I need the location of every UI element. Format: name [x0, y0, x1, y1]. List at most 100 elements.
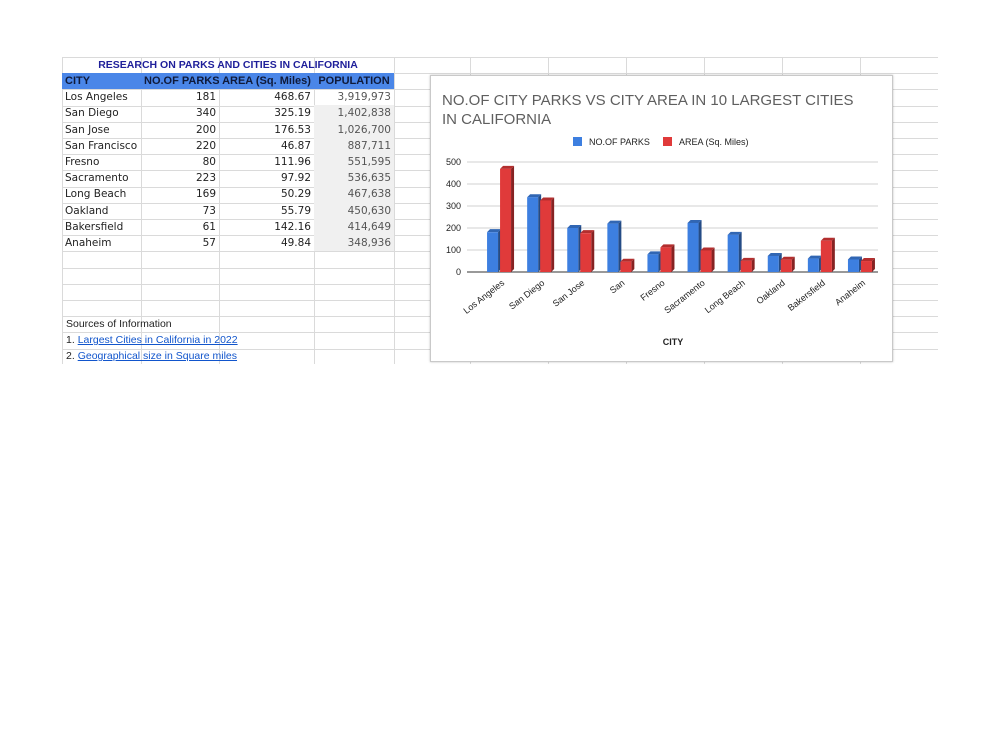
cell-city[interactable]: San Diego [65, 107, 119, 120]
bar-face [647, 254, 659, 272]
table-row: Long Beach 169 50.29 467,638 [62, 186, 394, 203]
table-row: Los Angeles 181 468.67 3,919,973 [62, 89, 394, 105]
bar-area [580, 230, 595, 272]
cell-area[interactable]: 50.29 [280, 188, 311, 201]
table-row: San Jose 200 176.53 1,026,700 [62, 121, 394, 138]
header-row: CITY NO.OF PARKS AREA (Sq. Miles) POPULA… [62, 73, 394, 90]
cell-city[interactable]: Los Angeles [65, 91, 128, 104]
bar-top [540, 197, 555, 201]
header-population[interactable]: POPULATION [314, 73, 394, 90]
cell-parks[interactable]: 61 [202, 220, 216, 233]
header-parks[interactable]: NO.OF PARKS [141, 73, 219, 90]
bar-top [727, 231, 742, 235]
cell-city[interactable]: Anaheim [65, 236, 112, 249]
bar-side [871, 258, 875, 272]
bar-top [820, 237, 835, 241]
chart-container[interactable]: NO.OF CITY PARKS VS CITY AREA IN 10 LARG… [430, 75, 893, 362]
chart-x-ticks: Los Angeles San Diego San Jose San FresnoSac… [461, 277, 867, 315]
cell-parks[interactable]: 200 [195, 123, 216, 136]
x-tick-label: Oakland [754, 278, 787, 307]
x-tick-label: Anaheim [833, 278, 867, 308]
header-city[interactable]: CITY [62, 73, 141, 90]
bar-side [591, 230, 595, 272]
cell-area[interactable]: 55.79 [280, 204, 311, 217]
cell-area[interactable]: 49.84 [280, 236, 311, 249]
bar-area [780, 256, 795, 272]
bar-face [620, 261, 632, 272]
header-area[interactable]: AREA (Sq. Miles) [219, 73, 314, 90]
cell-area[interactable]: 142.16 [274, 220, 311, 233]
bar-parks [567, 225, 582, 272]
bar-parks [807, 255, 822, 272]
chart-title-line1: NO.OF CITY PARKS VS CITY AREA IN 10 LARG… [442, 92, 854, 109]
chart-legend: NO.OF PARKS AREA (Sq. Miles) [573, 137, 749, 147]
bar-side [711, 247, 715, 272]
cell-city[interactable]: San Francisco [65, 139, 138, 152]
cell-population[interactable]: 887,711 [314, 137, 394, 154]
cell-population[interactable]: 551,595 [314, 153, 394, 171]
chart-title-line2: IN CALIFORNIA [442, 111, 551, 128]
cell-population[interactable]: 467,638 [314, 186, 394, 203]
cell-area[interactable]: 468.67 [274, 91, 311, 104]
bar-face [567, 228, 579, 272]
bar-top [807, 255, 822, 259]
bar-face [847, 259, 859, 272]
x-tick-label: Bakersfield [786, 278, 827, 313]
bar-face [540, 200, 552, 272]
cell-area[interactable]: 46.87 [280, 139, 311, 152]
bar-face [767, 255, 779, 272]
cell-parks[interactable]: 57 [202, 236, 216, 249]
table-row: San Francisco 220 46.87 887,711 [62, 137, 394, 154]
cell-parks[interactable]: 181 [195, 91, 216, 104]
source-2-link[interactable]: Geographical size in Square miles [77, 350, 238, 363]
bar-parks [527, 194, 542, 272]
cell-population[interactable]: 450,630 [314, 202, 394, 219]
bar-face [860, 261, 872, 272]
x-tick-label: Long Beach [703, 278, 747, 315]
bar-face [487, 232, 499, 272]
cell-area[interactable]: 325.19 [274, 107, 311, 120]
cell-population[interactable]: 348,936 [314, 234, 394, 252]
legend-label: NO.OF PARKS [589, 137, 650, 147]
bar-face [527, 197, 539, 272]
bar-top [847, 256, 862, 260]
bar-area [540, 197, 555, 272]
chart-bars [487, 165, 875, 272]
cell-population[interactable]: 3,919,973 [337, 91, 391, 104]
cell-area[interactable]: 176.53 [274, 123, 311, 136]
sources-label[interactable]: Sources of Information [66, 317, 172, 330]
cell-parks[interactable]: 169 [195, 188, 216, 201]
cell-parks[interactable]: 223 [195, 172, 216, 185]
cell-city[interactable]: Bakersfield [65, 220, 124, 233]
source-1: 1. Largest Cities in California in 2022 [62, 332, 242, 348]
source-1-link[interactable]: Largest Cities in California in 2022 [77, 334, 238, 346]
cell-area[interactable]: 111.96 [274, 155, 311, 168]
table-row: Oakland 73 55.79 450,630 [62, 202, 394, 219]
cell-city[interactable]: Sacramento [65, 172, 129, 185]
cell-city[interactable]: Long Beach [65, 188, 127, 201]
bar-area [660, 244, 675, 272]
cell-population[interactable]: 1,402,838 [314, 105, 394, 122]
cell-parks[interactable]: 73 [202, 204, 216, 217]
bar-area [860, 258, 875, 272]
table-row: San Diego 340 325.19 1,402,838 [62, 105, 394, 122]
cell-population[interactable]: 536,635 [314, 170, 394, 187]
bar-top [580, 230, 595, 234]
cell-parks[interactable]: 80 [202, 155, 216, 168]
bar-face [500, 168, 512, 272]
bar-side [791, 256, 795, 272]
cell-city[interactable]: Oakland [65, 204, 109, 217]
bar-top [620, 258, 635, 262]
source-1-prefix: 1. [66, 334, 78, 346]
cell-parks[interactable]: 340 [195, 107, 216, 120]
bar-face [687, 222, 699, 272]
sheet-title[interactable]: RESEARCH ON PARKS AND CITIES IN CALIFORN… [98, 59, 358, 71]
cell-parks[interactable]: 220 [195, 139, 216, 152]
cell-city[interactable]: San Jose [65, 123, 110, 136]
bar-side [551, 197, 555, 272]
cell-population[interactable]: 1,026,700 [314, 121, 394, 138]
x-axis-label: CITY [663, 337, 684, 347]
cell-population[interactable]: 414,649 [314, 218, 394, 235]
cell-area[interactable]: 97.92 [280, 172, 311, 185]
cell-city[interactable]: Fresno [65, 155, 100, 168]
